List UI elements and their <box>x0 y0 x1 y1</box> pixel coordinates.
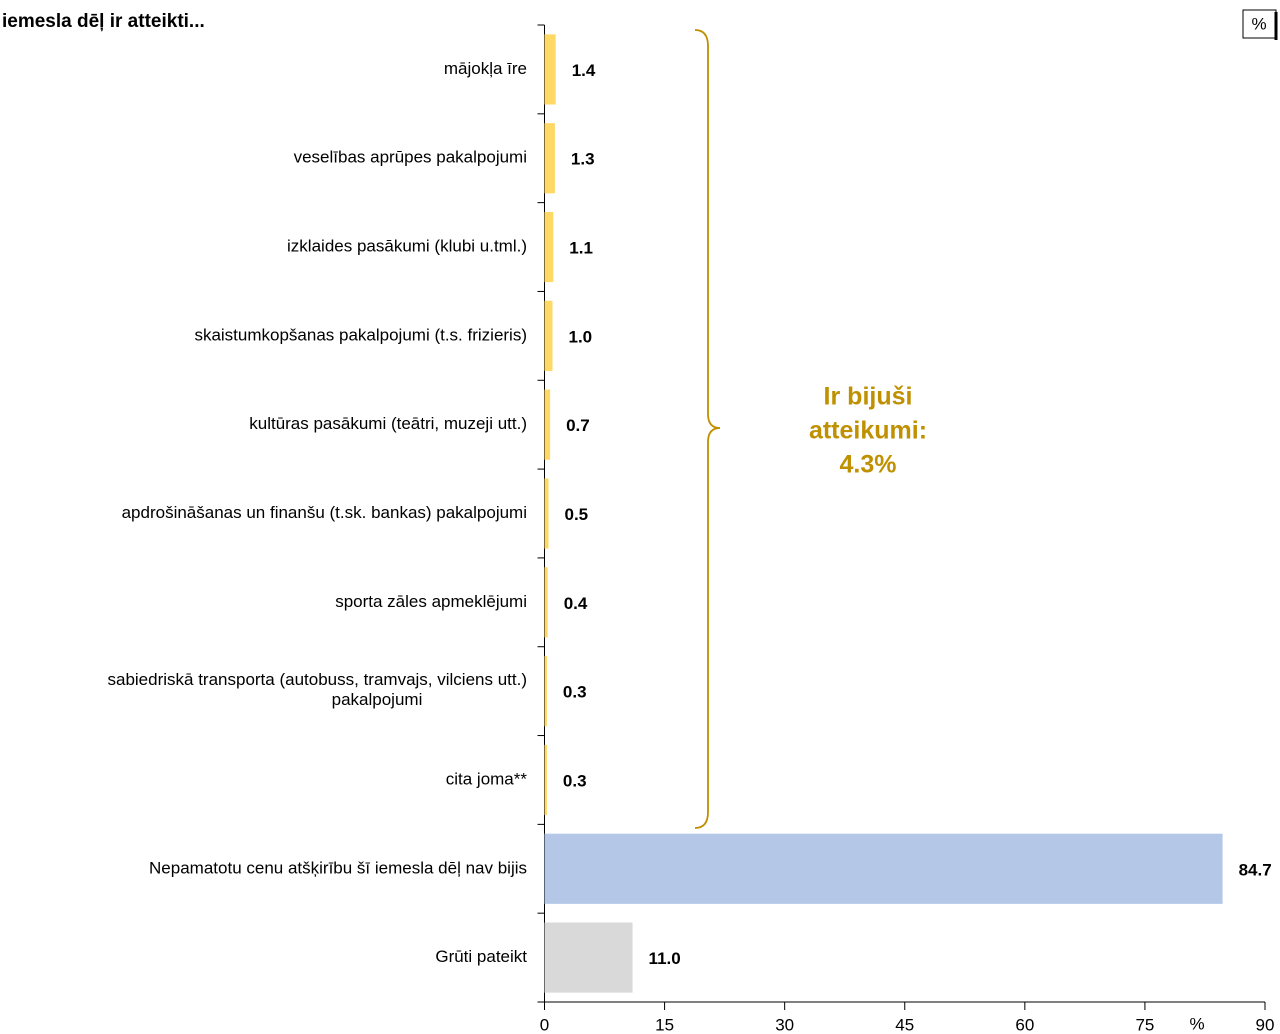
value-label: 84.7 <box>1239 860 1272 879</box>
annotation: Ir bijuši <box>824 383 913 411</box>
x-tick-label: 30 <box>775 1015 794 1034</box>
value-label: 1.4 <box>572 61 596 80</box>
bar <box>544 922 633 993</box>
x-axis-label: % <box>1189 1014 1204 1033</box>
value-label: 0.7 <box>566 416 590 435</box>
annotation: 4.3% <box>840 451 897 479</box>
value-label: 1.3 <box>571 150 595 169</box>
annotation: atteikumi: <box>809 417 927 445</box>
bar <box>544 567 548 638</box>
x-tick-label: 0 <box>540 1015 549 1034</box>
y-tick-label: sabiedriskā transporta (autobuss, tramva… <box>107 671 527 710</box>
value-label: 0.3 <box>563 771 587 790</box>
chart-title: iemesla dēļ ir atteikti... <box>2 11 205 32</box>
y-tick-label: sporta zāles apmeklējumi <box>335 592 527 611</box>
bar <box>544 656 547 727</box>
y-tick-label: skaistumkopšanas pakalpojumi (t.s. frizi… <box>194 325 527 344</box>
bar <box>544 34 556 105</box>
x-tick-label: 75 <box>1135 1015 1154 1034</box>
x-tick-label: 45 <box>895 1015 914 1034</box>
bar <box>544 211 554 283</box>
value-label: 0.4 <box>564 594 588 613</box>
x-tick-label: 15 <box>655 1015 674 1034</box>
y-tick-label: Grūti pateikt <box>435 947 527 966</box>
x-tick-label: 90 <box>1256 1015 1275 1034</box>
y-tick-label: kultūras pasākumi (teātri, muzeji utt.) <box>249 414 527 433</box>
value-label: 0.3 <box>563 683 587 702</box>
bar <box>544 123 555 194</box>
value-label: 1.0 <box>569 327 593 346</box>
unit-box <box>1242 9 1277 39</box>
value-label: 1.1 <box>569 239 593 258</box>
x-tick-label: 60 <box>1015 1015 1034 1034</box>
unit-box-label: % <box>1251 14 1266 33</box>
value-label: 0.5 <box>565 505 589 524</box>
y-tick-label: cita joma** <box>446 769 528 788</box>
y-tick-label: veselības aprūpes pakalpojumi <box>294 148 527 167</box>
brace <box>694 29 721 829</box>
y-tick-label: Nepamatotu cenu atšķirību šī iemesla dēļ… <box>149 858 527 877</box>
bar <box>544 389 551 460</box>
bar <box>544 833 1223 904</box>
bar <box>544 478 549 549</box>
y-tick-label: izklaides pasākumi (klubi u.tml.) <box>287 237 527 256</box>
y-tick-label: apdrošināšanas un finanšu (t.sk. bankas)… <box>122 503 527 522</box>
value-label: 11.0 <box>649 949 681 968</box>
y-tick-label: mājokļa īre <box>444 59 527 78</box>
bar <box>544 300 553 371</box>
bar <box>544 744 547 816</box>
